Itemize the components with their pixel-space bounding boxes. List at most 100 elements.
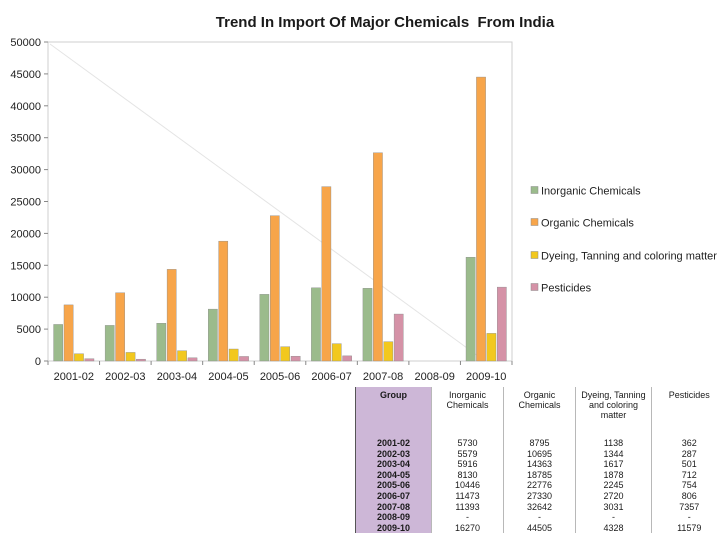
bar	[115, 292, 125, 362]
table-cell: 1617	[575, 459, 652, 470]
bar	[166, 269, 177, 362]
table-cell: 27330	[503, 490, 576, 502]
y-tick-label: 35000	[10, 133, 41, 145]
y-tick-label: 15000	[10, 260, 41, 272]
bar	[125, 352, 136, 362]
table-cell: 32642	[503, 501, 576, 513]
bar	[259, 294, 270, 362]
y-tick-label: 10000	[10, 292, 41, 304]
bar	[208, 308, 218, 362]
table-cell: 5730	[431, 438, 504, 449]
table-spacer-row	[355, 430, 727, 438]
header-group: Group	[355, 387, 432, 430]
bar	[311, 287, 321, 362]
bar	[74, 353, 84, 362]
table-row: 2005-06 10446 22776 2245 754	[355, 480, 727, 491]
table-header-row: Group Inorganic Chemicals Organic Chemic…	[355, 387, 727, 430]
y-tick-label: 40000	[10, 101, 41, 113]
table-cell: 14363	[503, 459, 576, 470]
table-cell: 1138	[575, 438, 652, 449]
table-cell: 44505	[503, 522, 576, 534]
table-cell: 11393	[431, 501, 504, 513]
bar	[321, 186, 332, 362]
row-group-cell: 2005-06	[355, 480, 432, 491]
table-cell: 7357	[651, 501, 727, 513]
table-row: 2003-04 5916 14363 1617 501	[355, 459, 727, 470]
table-cell: 5916	[431, 459, 504, 470]
bar	[362, 288, 373, 362]
bar	[156, 323, 167, 362]
table-cell: 3031	[575, 501, 652, 513]
table-cell: 287	[651, 448, 727, 460]
x-tick-label: 2005-06	[260, 371, 300, 383]
bar	[342, 355, 352, 362]
table-cell: 8795	[503, 438, 576, 449]
bar	[53, 324, 63, 362]
header-organic: Organic Chemicals	[503, 387, 576, 430]
table-row: 2007-08 11393 32642 3031 7357	[355, 501, 727, 513]
row-group-cell: 2009-10	[355, 522, 432, 534]
y-tick-label: 45000	[10, 69, 41, 81]
table-cell: -	[651, 512, 727, 523]
y-tick-label: 50000	[10, 37, 41, 49]
x-tick-label: 2007-08	[363, 371, 403, 383]
table-cell: 5579	[431, 448, 504, 460]
bar	[63, 304, 74, 362]
x-tick-label: 2008-09	[414, 371, 454, 383]
bar	[239, 356, 249, 362]
y-tick-label: 30000	[10, 165, 41, 177]
bar	[373, 152, 383, 362]
legend-label: Inorganic Chemicals	[541, 186, 641, 198]
table-row: 2001-02 5730 8795 1138 362	[355, 438, 727, 449]
legend-label: Organic Chemicals	[541, 218, 634, 230]
legend-label: Pesticides	[541, 283, 592, 295]
row-group-cell: 2007-08	[355, 501, 432, 513]
table-cell: 11473	[431, 490, 504, 502]
y-tick-label: 5000	[17, 324, 41, 336]
bar	[383, 341, 394, 362]
x-tick-label: 2003-04	[157, 371, 197, 383]
table-cell: 712	[651, 469, 727, 481]
table-row: 2008-09- - - -	[355, 512, 727, 523]
row-group-cell: 2006-07	[355, 490, 432, 502]
table-cell: 1878	[575, 469, 652, 481]
table-cell: 16270	[431, 522, 504, 534]
row-group-cell: 2008-09	[355, 512, 432, 523]
table-cell: 2720	[575, 490, 652, 502]
x-tick-label: 2002-03	[105, 371, 145, 383]
bar	[228, 348, 239, 362]
table-cell: 22776	[503, 480, 576, 491]
bar	[104, 325, 115, 362]
table-cell: 806	[651, 490, 727, 502]
row-group-cell: 2003-04	[355, 459, 432, 470]
table-cell: -	[431, 512, 504, 523]
table-cell: 501	[651, 459, 727, 470]
row-group-cell: 2001-02	[355, 438, 432, 449]
header-inorganic: Inorganic Chemicals	[431, 387, 504, 430]
bar	[136, 358, 146, 362]
table-cell: 4328	[575, 522, 652, 534]
background-diagonal	[49, 43, 479, 357]
table-cell: -	[575, 512, 652, 523]
bar	[486, 333, 497, 362]
y-tick-label: 0	[35, 356, 41, 368]
bar	[280, 346, 291, 362]
legend-swatch	[530, 186, 539, 194]
bar	[331, 343, 342, 362]
y-tick-label: 25000	[10, 197, 41, 209]
bar	[270, 215, 280, 362]
table-row: 2004-05 8130 18785 1878 712	[355, 469, 727, 481]
table-cell: 18785	[503, 469, 576, 481]
bar	[393, 313, 404, 362]
row-group-cell: 2002-03	[355, 448, 432, 460]
bar	[476, 76, 486, 362]
bar	[290, 355, 301, 362]
bar	[465, 256, 476, 362]
x-tick-label: 2004-05	[208, 371, 248, 383]
legend-label: Dyeing, Tanning and coloring matter	[541, 251, 717, 263]
row-group-cell: 2004-05	[355, 469, 432, 481]
chart-title: Trend In Import Of Major Chemicals From …	[215, 14, 555, 31]
table-cell: 10446	[431, 480, 504, 491]
table-cell: 11579	[651, 522, 727, 534]
table-cell: 8130	[431, 469, 504, 481]
